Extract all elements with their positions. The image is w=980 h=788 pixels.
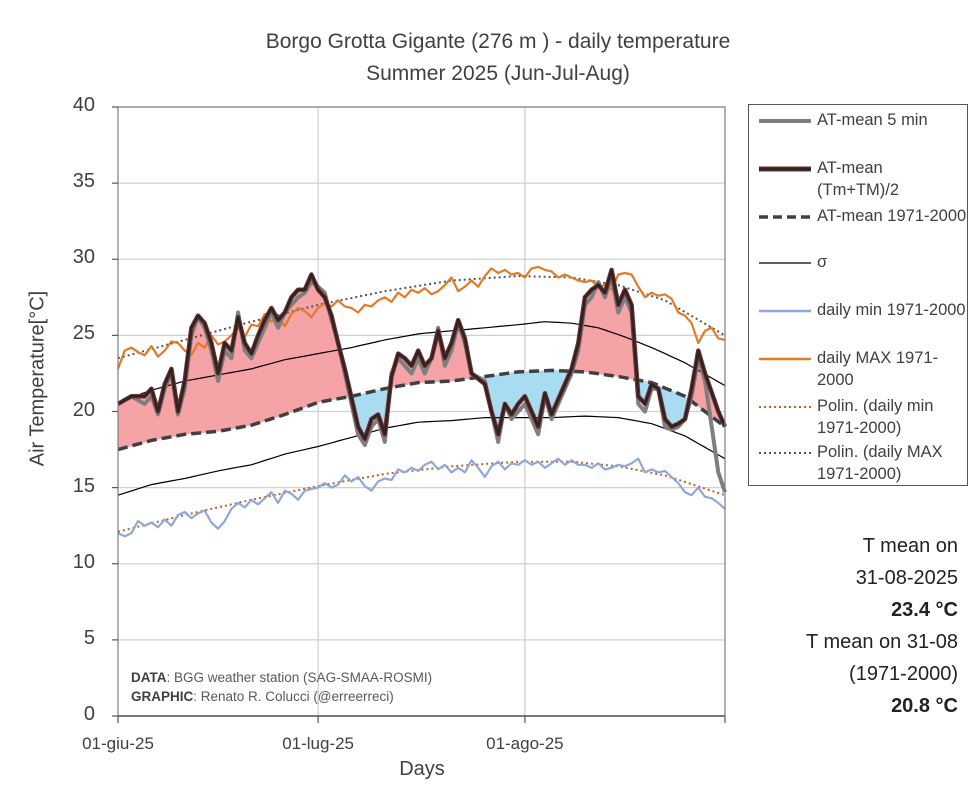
- series-polmin: [117, 460, 726, 533]
- y-tick-label-40: 40: [72, 94, 95, 116]
- stats-line3: T mean on 31-08: [806, 631, 958, 653]
- legend: AT-mean 5 min AT-mean (Tm+TM)/2 AT-mean …: [748, 104, 968, 486]
- anomaly-fill: [131, 395, 139, 447]
- y-tick-label-15: 15: [72, 474, 95, 497]
- x-axis-label: Days: [399, 758, 445, 780]
- series-mean-clim: [117, 368, 727, 452]
- series-mean-tmtm: [117, 268, 727, 441]
- y-tick-label-30: 30: [72, 246, 95, 269]
- x-tick-label-2: 01-ago-25: [486, 734, 564, 753]
- anomaly-fill: [124, 395, 132, 449]
- stats-value-2025: 23.4 °C: [891, 599, 958, 621]
- anomaly-fill: [197, 314, 205, 434]
- y-tick-label-25: 25: [72, 322, 95, 345]
- legend-label-polmax: Polin. (daily MAX 1971-2000): [817, 443, 943, 483]
- legend-label-polmin: Polin. (daily min 1971-2000): [817, 397, 934, 437]
- y-tick-label-20: 20: [72, 398, 95, 421]
- legend-label-max: daily MAX 1971-2000: [817, 349, 939, 389]
- stats-line4: (1971-2000): [849, 663, 958, 685]
- y-tick-label-5: 5: [83, 626, 95, 649]
- anomaly-fill: [117, 399, 125, 450]
- anomaly-fill: [671, 390, 679, 428]
- credits: DATA: BGG weather station (SAG-SMAA-ROSM…: [131, 668, 432, 706]
- credit-graphic: GRAPHIC: Renato R. Colucci (@erreerreci): [131, 687, 432, 706]
- chart-subtitle: Summer 2025 (Jun-Jul-Aug): [366, 62, 630, 85]
- x-tick-label-0: 01-giu-25: [82, 734, 154, 753]
- credit-graphic-label: GRAPHIC: [131, 689, 194, 704]
- legend-label-mean5: AT-mean 5 min: [817, 111, 928, 129]
- series-daily-max: [116, 265, 726, 370]
- axes: [112, 106, 726, 723]
- stats-line2: 31-08-2025: [855, 567, 958, 589]
- legend-label-mean-clim: AT-mean 1971-2000: [817, 207, 967, 225]
- y-axis-label: Air Temperature[°C]: [26, 290, 49, 467]
- y-tick-label-35: 35: [72, 170, 95, 193]
- stats-value-clim: 20.8 °C: [891, 695, 958, 717]
- series-daily-min: [117, 457, 726, 538]
- y-tick-label-10: 10: [72, 550, 95, 573]
- anomaly-fill: [311, 274, 319, 406]
- legend-label-min: daily min 1971-2000: [817, 301, 966, 319]
- chart-title: Borgo Grotta Gigante (276 m ) - daily te…: [265, 30, 731, 53]
- legend-label-mean-tmtm: AT-mean (Tm+TM)/2: [817, 159, 900, 199]
- credit-graphic-text: : Renato R. Colucci (@erreerreci): [193, 689, 394, 704]
- credit-data: DATA: BGG weather station (SAG-SMAA-ROSM…: [131, 668, 432, 687]
- series-mean-5min: [117, 275, 727, 493]
- credit-data-label: DATA: [131, 670, 167, 685]
- legend-label-sigma: σ: [817, 253, 828, 271]
- series-lines: [116, 265, 728, 538]
- series-polmax: [117, 275, 726, 360]
- series-sigma-lower: [117, 415, 726, 496]
- x-tick-label-1: 01-lug-25: [282, 734, 355, 753]
- stats-panel: T mean on 31-08-2025 23.4 °C T mean on 3…: [718, 530, 958, 722]
- credit-data-text: : BGG weather station (SAG-SMAA-ROSMI): [166, 670, 433, 685]
- stats-line1: T mean on: [862, 535, 958, 557]
- y-tick-label-0: 0: [83, 703, 95, 725]
